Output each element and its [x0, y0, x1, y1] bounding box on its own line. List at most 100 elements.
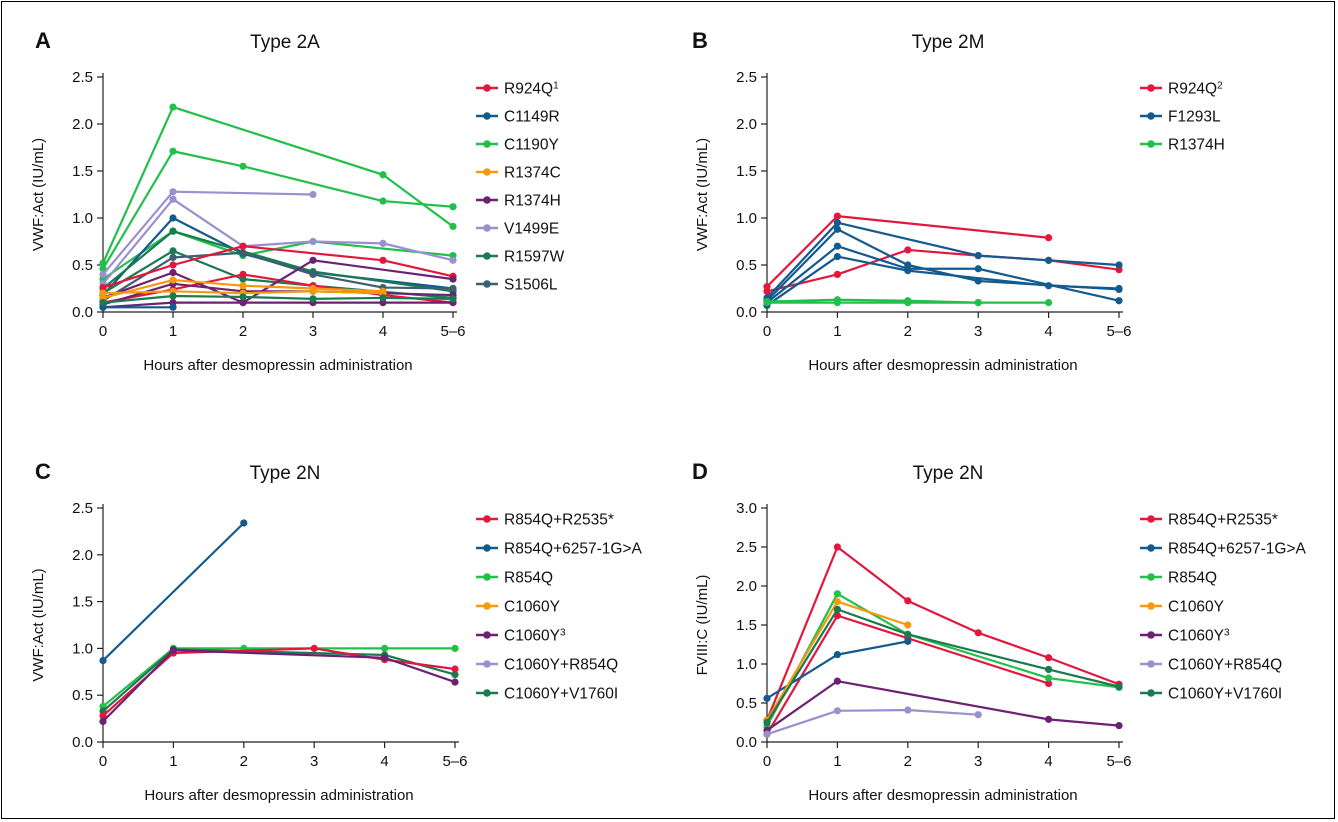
series-line [102, 301, 453, 309]
x-tick-label: 2 [904, 753, 912, 770]
x-tick-label: 4 [1044, 323, 1052, 340]
data-point [833, 707, 842, 715]
x-tick-label: 1 [833, 753, 841, 770]
data-point [763, 718, 771, 727]
series-line [766, 614, 1049, 735]
series-line [766, 592, 1120, 727]
legend-item: R854Q+6257-1G>A [1140, 541, 1307, 558]
legend-swatch-marker [483, 573, 491, 581]
legend-item: R1374C [476, 165, 561, 182]
data-point [763, 299, 771, 307]
series-line [102, 251, 454, 302]
legend-swatch-marker [1147, 544, 1155, 552]
data-point [833, 242, 842, 250]
legend-item: R1374H [1140, 137, 1225, 154]
y-tick-label: 0.0 [72, 734, 93, 751]
data-point [449, 284, 457, 293]
legend-item: C1060Y+V1760I [1140, 686, 1282, 703]
legend-label: C1149R [504, 109, 560, 126]
x-tick-label: 1 [169, 753, 177, 770]
data-point [99, 265, 107, 273]
data-point [904, 630, 912, 638]
series [763, 677, 1123, 734]
legend-swatch-marker [483, 280, 491, 288]
legend-label: C1060Y+R854Q [1168, 657, 1282, 674]
y-tick-label: 1.5 [72, 163, 93, 180]
data-point [904, 706, 912, 714]
legend-swatch-marker [483, 515, 491, 523]
data-point [1045, 299, 1053, 307]
legend-label: R854Q+R2535* [504, 512, 614, 529]
x-axis-label: Hours after desmopressin administration [808, 787, 1077, 804]
legend-item: C1190Y [476, 137, 559, 154]
data-point [449, 256, 457, 264]
data-point [99, 299, 107, 307]
legend: R854Q+R2535* R854Q+6257-1G>A R854Q C1060Y C1… [1140, 512, 1307, 703]
data-point [1045, 282, 1053, 290]
legend-swatch-marker [1147, 602, 1155, 610]
data-point [169, 303, 177, 311]
legend-item: R924Q1 [476, 80, 559, 98]
x-tick-label: 1 [833, 323, 841, 340]
x-axis-label: Hours after desmopressin administration [144, 787, 413, 804]
data-point [381, 654, 389, 662]
legend-superscript: 1 [553, 80, 559, 91]
data-point [169, 227, 177, 235]
series-line [766, 680, 1120, 732]
legend-swatch-marker [483, 602, 491, 610]
data-point [449, 275, 457, 283]
data-point [239, 299, 247, 307]
y-tick-label: 2.0 [736, 578, 757, 595]
panel-title: Type 2A [250, 32, 320, 53]
data-point [379, 294, 387, 302]
legend: R924Q1 C1149R C1190Y R1374C R1374H V1499E R159… [476, 80, 565, 294]
legend-label: R854Q+6257-1G>A [1168, 541, 1307, 558]
series-line [766, 248, 1120, 293]
legend-label: R924Q2 [1168, 80, 1223, 98]
series [99, 188, 317, 278]
data-point [169, 188, 177, 196]
legend-swatch-marker [1147, 140, 1155, 148]
series [763, 299, 982, 307]
data-point [1045, 234, 1053, 242]
data-point [1045, 654, 1053, 662]
legend-item: V1499E [476, 221, 559, 238]
data-point [1115, 297, 1123, 305]
legend-item: R854Q [476, 570, 553, 587]
legend-swatch-marker [483, 112, 491, 120]
data-point [833, 252, 842, 261]
series [99, 646, 459, 726]
series [99, 644, 459, 720]
panel-letter: B [692, 28, 708, 53]
series-line [766, 600, 909, 721]
legend-swatch-marker [1147, 112, 1155, 120]
x-axis-label: Hours after desmopressin administration [143, 357, 412, 374]
panel-a: A Type 2A 0.0 0.5 1.0 1.5 2.0 2.5 0 1 2 3 4 5–6 Hours … [30, 28, 565, 374]
legend-label: C1060Y+V1760I [504, 686, 618, 703]
legend-item: C1060Y+R854Q [476, 657, 618, 674]
data-point [1045, 715, 1053, 723]
data-point [904, 299, 912, 307]
data-point [169, 268, 177, 277]
legend-label: R1374H [504, 193, 561, 210]
data-point [169, 646, 177, 654]
legend-superscript: 3 [560, 627, 566, 638]
series [99, 147, 457, 273]
legend-item: R854Q+R2535* [476, 512, 614, 529]
legend-swatch-marker [483, 689, 491, 697]
series-line [102, 647, 456, 717]
data-point [239, 242, 247, 250]
data-point [379, 197, 387, 205]
legend-label: R854Q [1168, 570, 1217, 587]
data-point [833, 219, 842, 227]
series [99, 519, 248, 665]
data-point [1045, 674, 1053, 682]
y-tick-label: 2.0 [736, 116, 757, 133]
data-point [763, 287, 771, 295]
legend-item: F1293L [1140, 109, 1221, 126]
legend-label: S1506L [504, 277, 558, 294]
legend-swatch-marker [483, 140, 491, 148]
y-axis-label: VWF:Act (IU/mL) [30, 568, 47, 681]
data-point [833, 212, 842, 220]
data-point [833, 225, 842, 233]
